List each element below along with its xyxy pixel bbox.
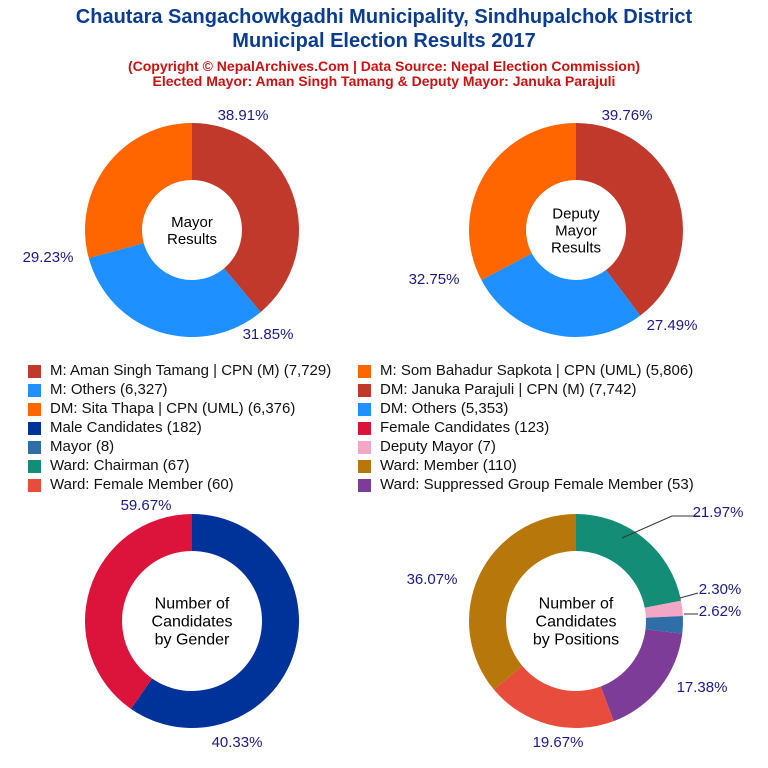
- pie-slice: [645, 616, 683, 634]
- legend-swatch: [28, 459, 41, 473]
- legend-swatch: [28, 421, 41, 435]
- legend-item: DM: Sita Thapa | CPN (UML) (6,376): [28, 400, 358, 418]
- slice-percent-label: 36.07%: [407, 571, 458, 588]
- slice-percent-label: 32.75%: [409, 271, 460, 288]
- pie-slice: [576, 123, 683, 316]
- pie-slice: [468, 514, 576, 690]
- legend-item: Female Candidates (123): [358, 419, 748, 437]
- donut-chart: 21.97% 2.30% 2.62% 17.38% 19.67% 36.07% Number…: [407, 504, 744, 751]
- pie-slice: [481, 253, 641, 338]
- slice-percent-label: 39.76%: [602, 107, 653, 124]
- donut-center-label: Mayor: [555, 222, 597, 239]
- legend-label: Male Candidates (182): [50, 419, 202, 436]
- pie-slice: [85, 514, 192, 709]
- legend-label: M: Aman Singh Tamang | CPN (M) (7,729): [50, 362, 332, 379]
- legend-swatch: [28, 364, 41, 378]
- legend-swatch: [358, 364, 371, 378]
- slice-percent-label: 21.97%: [693, 504, 744, 521]
- legend-swatch: [28, 478, 41, 492]
- donut-center-label: Mayor: [171, 214, 213, 231]
- slice-percent-label: 31.85%: [243, 326, 294, 343]
- legend-item: Deputy Mayor (7): [358, 438, 748, 456]
- slice-percent-label: 38.91%: [218, 107, 269, 124]
- legend-label: Deputy Mayor (7): [380, 438, 496, 455]
- slice-percent-label: 2.30%: [699, 581, 742, 598]
- legend-item: Ward: Member (110): [358, 457, 748, 475]
- donut-center-label: Candidates: [152, 614, 233, 631]
- pie-slice: [644, 600, 683, 618]
- legend-swatch: [358, 402, 371, 416]
- chart-title-line2: Municipal Election Results 2017: [232, 30, 536, 52]
- slice-percent-label: 17.38%: [677, 679, 728, 696]
- pie-slice: [192, 123, 299, 313]
- pie-slice: [469, 123, 576, 281]
- slice-percent-label: 27.49%: [647, 317, 698, 334]
- elected-subtitle: Elected Mayor: Aman Singh Tamang & Deput…: [152, 73, 616, 89]
- legend-item: Male Candidates (182): [28, 419, 358, 437]
- legend-label: Female Candidates (123): [380, 419, 550, 436]
- pie-slice: [84, 123, 192, 259]
- legend-swatch: [358, 421, 371, 435]
- slice-percent-label: 29.23%: [23, 249, 74, 266]
- pie-slice: [600, 629, 683, 722]
- slice-percent-label: 2.62%: [699, 603, 742, 620]
- slice-percent-label: 40.33%: [212, 734, 263, 751]
- donut-center-label: by Gender: [155, 632, 230, 649]
- legend-label: Ward: Chairman (67): [50, 457, 190, 474]
- legend-label: Ward: Female Member (60): [50, 476, 234, 493]
- donut-center-label: Results: [551, 239, 601, 256]
- legend-item: Ward: Female Member (60): [28, 476, 358, 494]
- legend-label: Ward: Member (110): [380, 457, 517, 474]
- pie-slice: [130, 514, 300, 729]
- legend: M: Aman Singh Tamang | CPN (M) (7,729) M:…: [28, 362, 748, 494]
- pie-slice: [88, 243, 261, 337]
- legend-swatch: [358, 459, 371, 473]
- legend-label: M: Som Bahadur Sapkota | CPN (UML) (5,80…: [380, 362, 694, 379]
- legend-swatch: [28, 440, 41, 454]
- label-leader-line: [679, 592, 699, 599]
- legend-label: DM: Sita Thapa | CPN (UML) (6,376): [50, 400, 296, 417]
- copyright-subtitle: (Copyright © NepalArchives.Com | Data So…: [127, 58, 641, 74]
- legend-label: DM: Januka Parajuli | CPN (M) (7,742): [380, 381, 637, 398]
- donut-center-label: Number of: [155, 596, 230, 613]
- legend-item: DM: Others (5,353): [358, 400, 748, 418]
- chart-title: Chautara Sangachowkgadhi Municipality, S…: [75, 6, 693, 28]
- donut-center-label: Results: [167, 231, 217, 248]
- slice-percent-label: 19.67%: [533, 734, 584, 751]
- legend-item: Ward: Suppressed Group Female Member (53…: [358, 476, 748, 494]
- donut-center-label: Deputy: [552, 205, 600, 222]
- legend-item: M: Others (6,327): [28, 381, 358, 399]
- legend-item: Mayor (8): [28, 438, 358, 456]
- label-leader-line: [621, 515, 700, 539]
- legend-item: Ward: Chairman (67): [28, 457, 358, 475]
- legend-swatch: [358, 383, 371, 397]
- legend-label: M: Others (6,327): [50, 381, 168, 398]
- legend-item: DM: Januka Parajuli | CPN (M) (7,742): [358, 381, 748, 399]
- legend-swatch: [358, 478, 371, 492]
- pie-slice: [493, 665, 614, 728]
- donut-center-label: by Positions: [533, 632, 619, 649]
- donut-center-label: Candidates: [536, 614, 617, 631]
- donut-center-label: Number of: [539, 596, 614, 613]
- slice-percent-label: 59.67%: [121, 497, 172, 514]
- legend-item: M: Aman Singh Tamang | CPN (M) (7,729): [28, 362, 358, 380]
- legend-label: Ward: Suppressed Group Female Member (53…: [380, 476, 694, 493]
- legend-item: M: Som Bahadur Sapkota | CPN (UML) (5,80…: [358, 362, 748, 380]
- legend-swatch: [358, 440, 371, 454]
- legend-swatch: [28, 383, 41, 397]
- legend-label: DM: Others (5,353): [380, 400, 509, 417]
- pie-slice: [576, 514, 682, 608]
- legend-label: Mayor (8): [50, 438, 115, 455]
- legend-swatch: [28, 402, 41, 416]
